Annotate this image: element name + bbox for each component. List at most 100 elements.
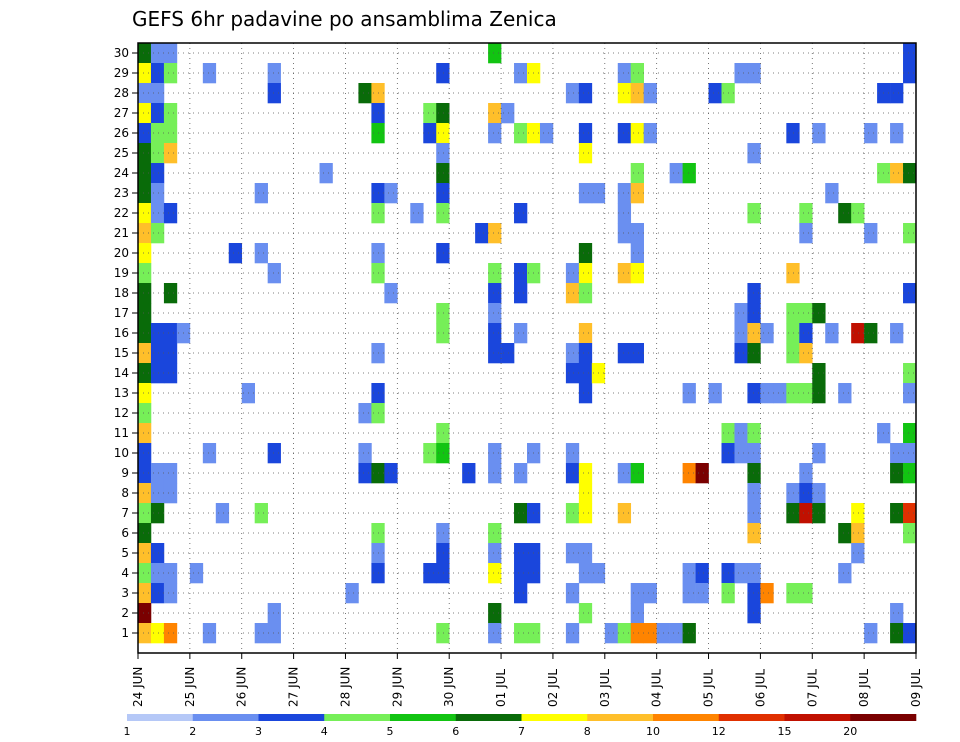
heatmap-cell — [150, 63, 165, 84]
heatmap-cell — [254, 623, 268, 644]
heatmap-cell — [578, 603, 593, 624]
heatmap-cell — [643, 123, 657, 144]
heatmap-cell — [747, 443, 761, 464]
heatmap-cell — [578, 83, 593, 104]
x-tick-label: 07 JUL — [805, 669, 819, 707]
colorbar-swatch — [324, 714, 391, 721]
heatmap-cell — [488, 623, 502, 644]
heatmap-cell — [682, 583, 696, 604]
heatmap-cell — [630, 63, 644, 84]
heatmap-cell — [163, 463, 178, 484]
heatmap-cell — [903, 463, 917, 484]
heatmap-cell — [488, 283, 502, 304]
colorbar-label: 8 — [584, 725, 591, 738]
heatmap-cell — [163, 363, 178, 384]
heatmap-cell — [903, 383, 917, 404]
heatmap-cell — [682, 163, 696, 184]
heatmap-cell — [747, 563, 761, 584]
heatmap-cell — [747, 603, 761, 624]
x-tick-label: 25 JUN — [183, 667, 197, 707]
heatmap-cell — [138, 343, 152, 364]
heatmap-cell — [747, 323, 761, 344]
heatmap-cell — [799, 483, 813, 504]
x-tick-label: 05 JUL — [702, 669, 716, 707]
y-tick-label: 17 — [114, 306, 129, 320]
heatmap-cell — [163, 563, 178, 584]
heatmap-cell — [436, 63, 450, 84]
heatmap-cell — [488, 223, 502, 244]
heatmap-cell — [565, 263, 580, 284]
heatmap-cell — [138, 563, 152, 584]
heatmap-cell — [423, 123, 437, 144]
y-tick-label: 29 — [114, 66, 129, 80]
heatmap-cell — [708, 383, 722, 404]
x-tick-label: 08 JUL — [857, 669, 871, 707]
heatmap-cell — [138, 203, 152, 224]
heatmap-cell — [423, 563, 437, 584]
colorbar-swatch — [718, 714, 785, 721]
heatmap-cell — [228, 243, 243, 264]
heatmap-cell — [436, 203, 450, 224]
heatmap-cell — [423, 103, 437, 124]
heatmap-cell — [514, 263, 528, 284]
heatmap-cell — [436, 163, 450, 184]
heatmap-cell — [760, 583, 774, 604]
heatmap-cell — [138, 263, 152, 284]
heatmap-cell — [163, 63, 178, 84]
heatmap-cell — [501, 103, 515, 124]
heatmap-cell — [254, 183, 268, 204]
heatmap-cell — [475, 223, 489, 244]
heatmap-cell — [825, 183, 839, 204]
heatmap-cell — [708, 83, 722, 104]
heatmap-cells — [138, 43, 917, 644]
chart-title: GEFS 6hr padavine po ansamblima Zenica — [132, 7, 557, 31]
heatmap-cell — [150, 183, 165, 204]
heatmap-cell — [903, 503, 917, 524]
y-tick-label: 25 — [114, 146, 129, 160]
heatmap-cell — [163, 343, 178, 364]
heatmap-cell — [617, 503, 632, 524]
heatmap-cell — [578, 263, 593, 284]
heatmap-cell — [163, 103, 178, 124]
heatmap-cell — [669, 163, 683, 184]
heatmap-cell — [565, 623, 580, 644]
heatmap-cell — [747, 463, 761, 484]
y-tick-label: 4 — [121, 566, 129, 580]
heatmap-cell — [514, 583, 528, 604]
x-axis: 24 JUN 25 JUN 26 JUN 27 JUN 28 JUN 29 JUN 30 J… — [131, 653, 923, 707]
heatmap-cell — [150, 323, 165, 344]
heatmap-cell — [488, 323, 502, 344]
heatmap-cell — [578, 543, 593, 564]
heatmap-cell — [488, 103, 502, 124]
y-tick-label: 16 — [114, 326, 129, 340]
heatmap-cell — [760, 323, 774, 344]
heatmap-cell — [851, 323, 865, 344]
heatmap-cell — [202, 443, 217, 464]
heatmap-cell — [488, 43, 502, 64]
heatmap-cell — [488, 123, 502, 144]
heatmap-cell — [747, 63, 761, 84]
x-tick-label: 30 JUN — [442, 667, 456, 707]
heatmap-cell — [436, 523, 450, 544]
heatmap-cell — [565, 543, 580, 564]
y-tick-label: 26 — [114, 126, 129, 140]
heatmap-cell — [578, 383, 593, 404]
heatmap-cell — [138, 423, 152, 444]
heatmap-cell — [695, 583, 709, 604]
y-tick-label: 13 — [114, 386, 129, 400]
heatmap-cell — [903, 623, 917, 644]
heatmap-cell — [436, 303, 450, 324]
heatmap-cell — [786, 123, 800, 144]
heatmap-cell — [138, 143, 152, 164]
heatmap-cell — [890, 123, 904, 144]
y-tick-label: 6 — [121, 526, 129, 540]
heatmap-cell — [202, 623, 217, 644]
heatmap-cell — [890, 83, 904, 104]
x-tick-label: 03 JUL — [598, 669, 612, 707]
heatmap-cell — [825, 323, 839, 344]
y-tick-label: 30 — [114, 46, 129, 60]
heatmap-cell — [488, 523, 502, 544]
colorbar-swatch — [653, 714, 720, 721]
heatmap-cell — [838, 563, 852, 584]
